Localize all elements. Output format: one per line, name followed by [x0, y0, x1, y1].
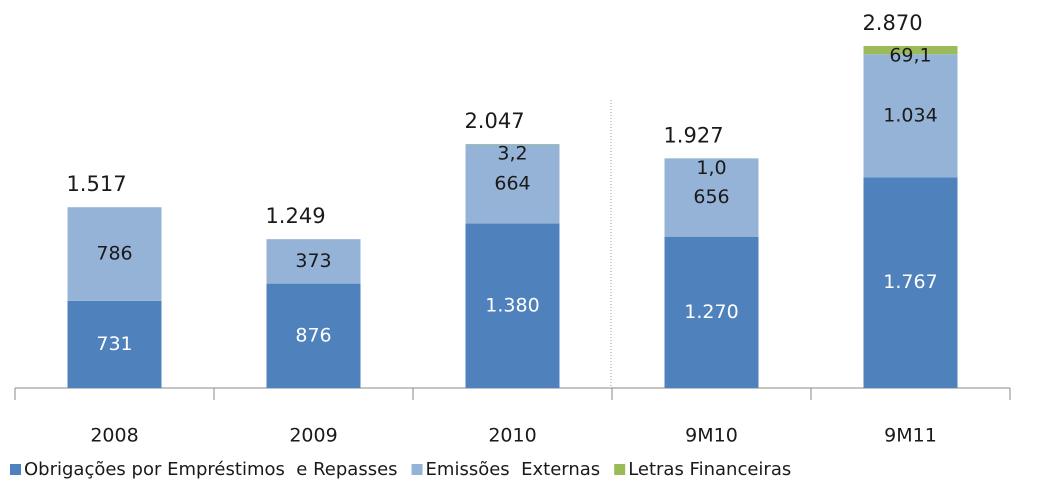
value-label: 876 [295, 324, 331, 346]
value-label: 786 [96, 243, 132, 265]
x-tick-label: 2010 [488, 425, 536, 447]
value-label: 1.034 [883, 104, 937, 126]
legend-label: Letras Financeiras [628, 459, 791, 480]
legend-label: Emissões Externas [426, 459, 601, 480]
value-label: 664 [494, 172, 530, 194]
value-label: 1.767 [883, 271, 937, 293]
x-tick-label: 2008 [90, 425, 138, 447]
value-label: 373 [295, 250, 331, 272]
legend-swatch [412, 464, 423, 475]
total-label: 2.047 [464, 109, 524, 133]
value-label: 3,2 [497, 143, 527, 165]
value-label: 731 [96, 333, 132, 355]
legend-swatch [10, 464, 21, 475]
x-tick-label: 9M11 [884, 425, 937, 447]
value-label: 1.270 [684, 301, 738, 323]
total-label: 2.870 [862, 11, 922, 35]
legend-swatch [614, 464, 625, 475]
x-tick-label: 9M10 [685, 425, 738, 447]
value-label: 1.380 [485, 294, 539, 316]
value-label: 656 [693, 186, 729, 208]
legend-label: Obrigações por Empréstimos e Repasses [24, 459, 398, 480]
total-label: 1.927 [663, 123, 723, 147]
total-label: 1.249 [265, 204, 325, 228]
total-label: 1.517 [66, 172, 126, 196]
value-label: 1,0 [696, 157, 726, 179]
x-tick-label: 2009 [289, 425, 337, 447]
value-label: 69,1 [889, 44, 931, 66]
